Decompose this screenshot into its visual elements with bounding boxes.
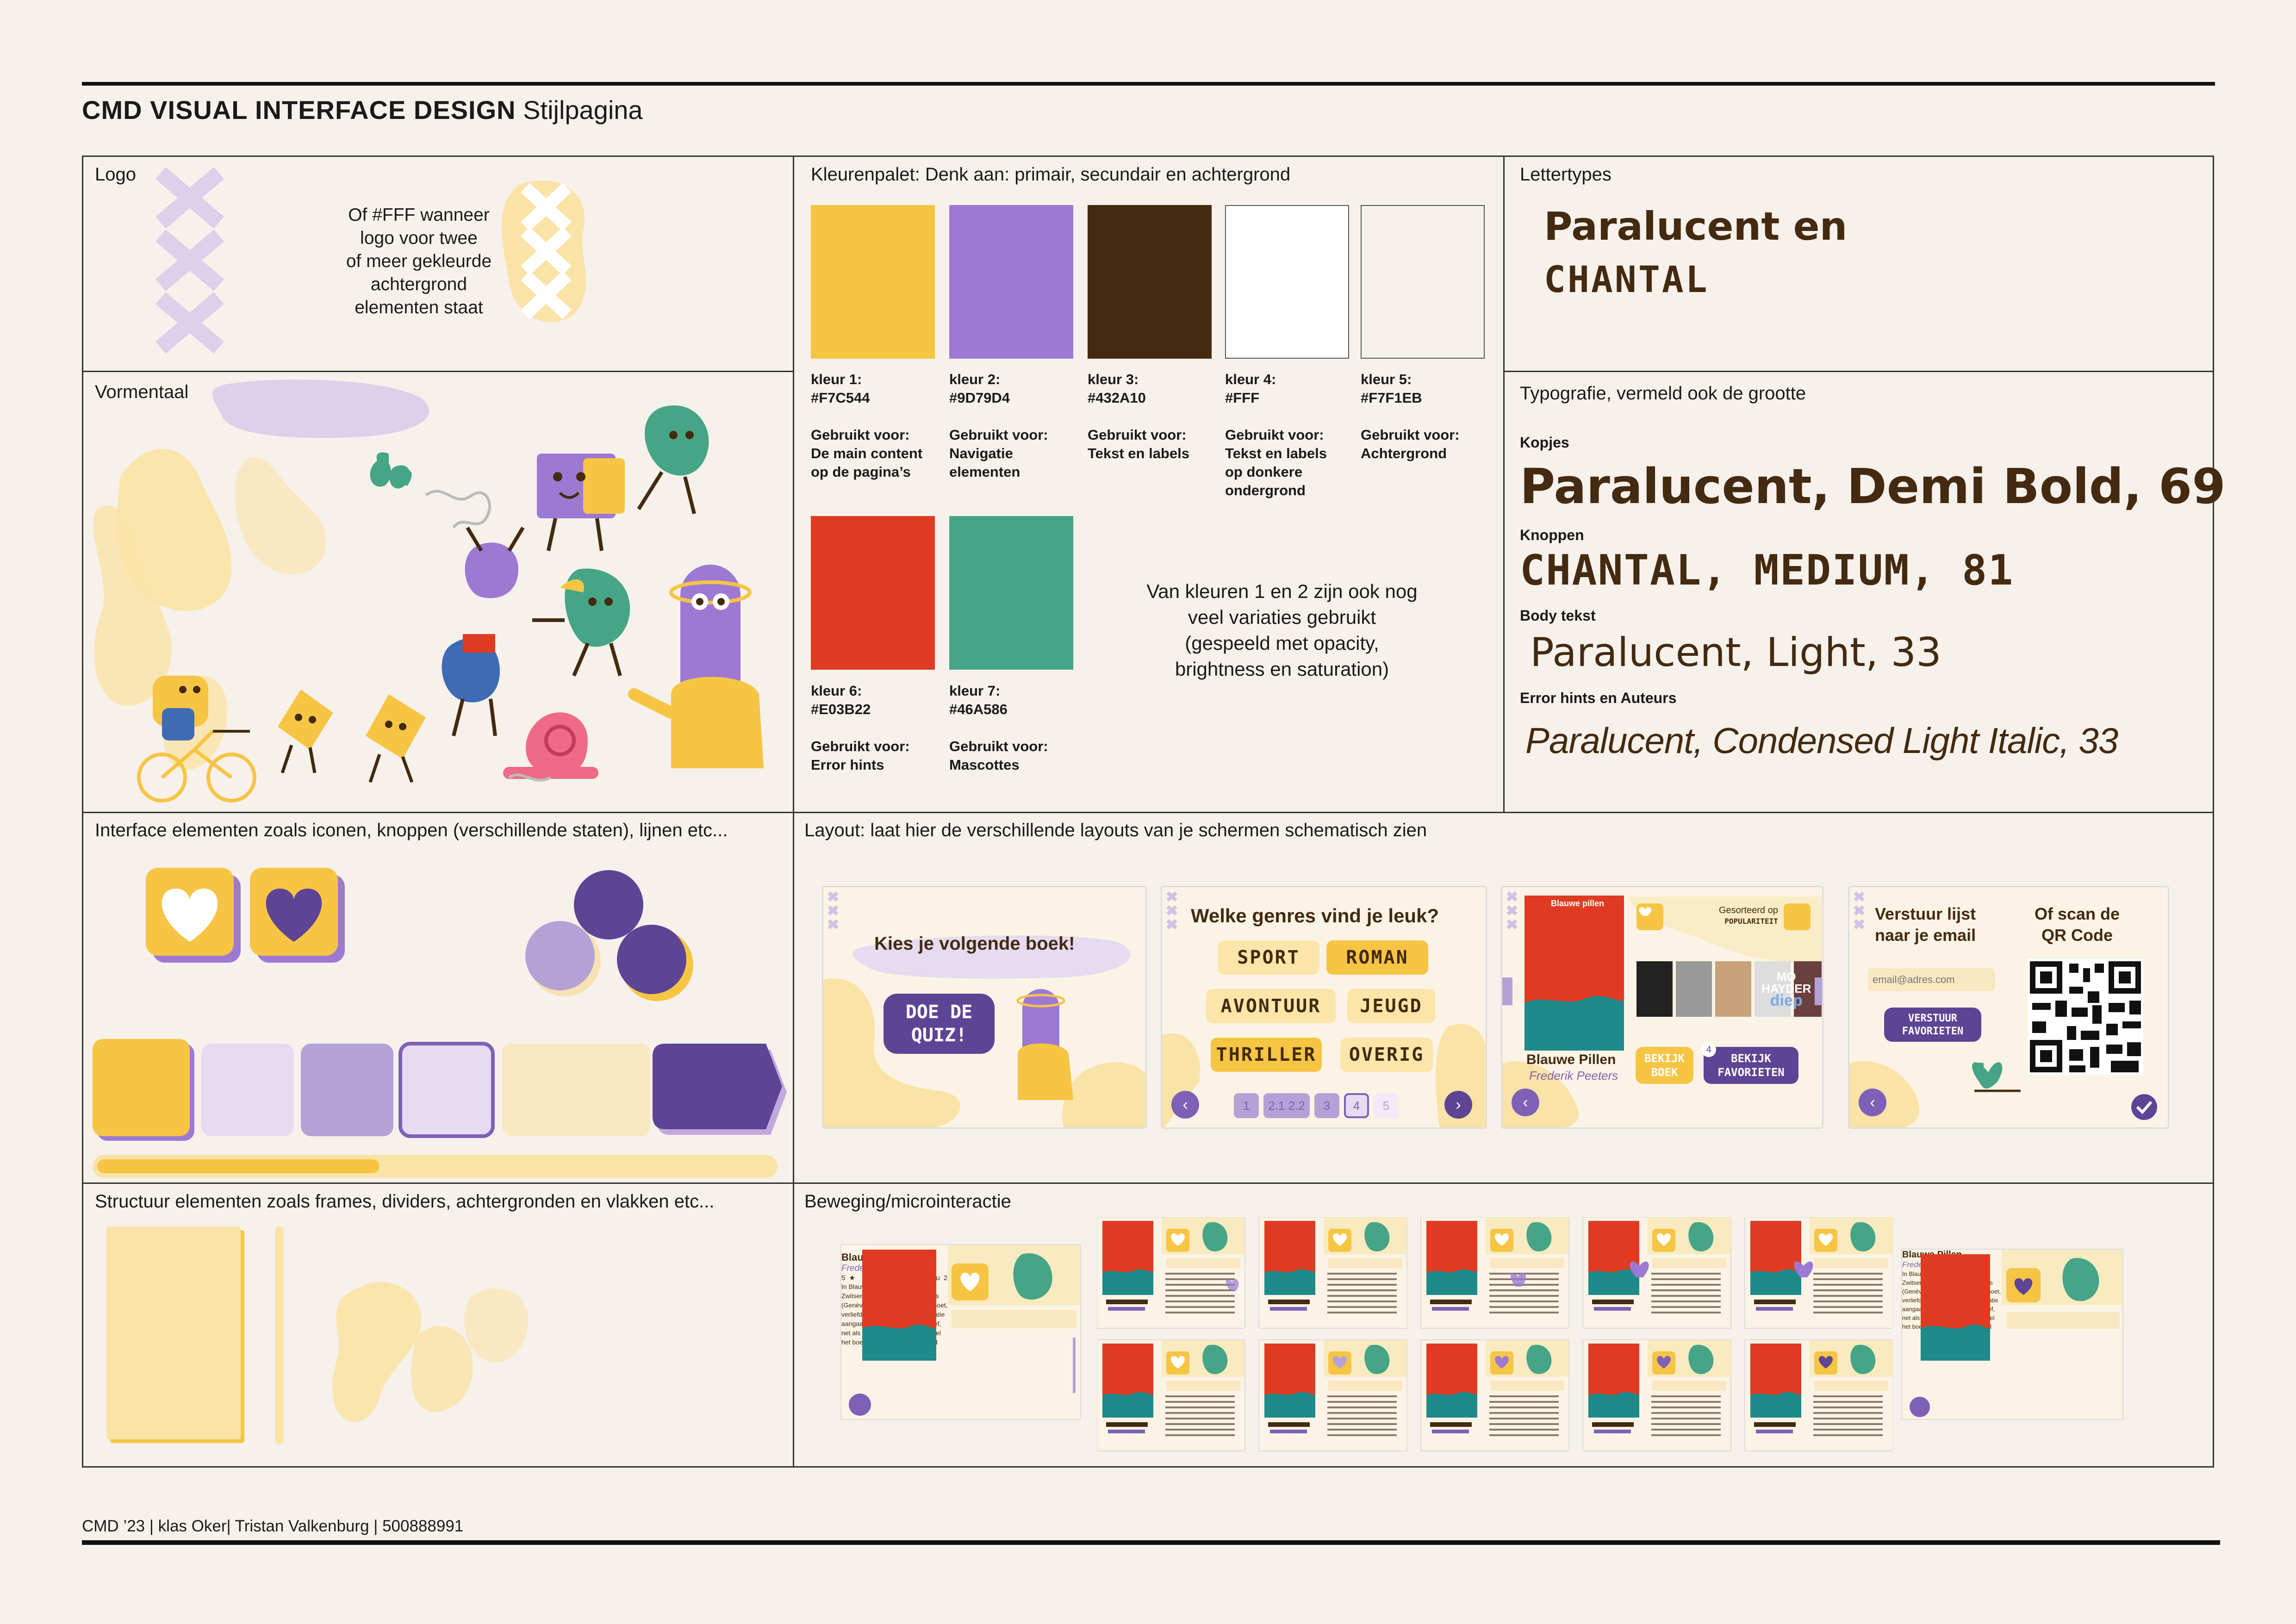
page-title: CMD VISUAL INTERFACE DESIGN Stijlpagina (82, 95, 643, 124)
divider (83, 1182, 2214, 1184)
motion-frame-sequence (1097, 1217, 1893, 1451)
divider (83, 812, 2214, 813)
email-input[interactable] (1868, 968, 1995, 991)
progress-steps: 1 2.1 2.2 3 4 5 (1234, 1093, 1419, 1118)
typo-body-sample: Paralucent, Light, 33 (1530, 629, 1941, 676)
view-book-button[interactable]: BEKIJK BOEK (1636, 1047, 1693, 1084)
genre-chip-jeugd[interactable]: JEUGD (1347, 989, 1435, 1023)
prev-icon[interactable]: ‹ (1171, 1091, 1199, 1119)
step-3[interactable]: 3 (1314, 1093, 1339, 1118)
step-1[interactable]: 1 (1234, 1093, 1259, 1118)
logo-xxx-icon (156, 167, 224, 354)
motion-frame-end: Blauwe Pillen Frederik Peeters In Blauwe… (1901, 1249, 2123, 1420)
motion-label: Beweging/microinteractie (804, 1191, 1011, 1212)
fonts-line-2: CHANTAL (1544, 259, 1709, 301)
layout-label: Layout: laat hier de verschillende layou… (804, 820, 1427, 840)
layout-screen-results: Blauwe pillen Gesorteerd op POPULARITEIT … (1501, 886, 1823, 1129)
genre-chip-avontuur[interactable]: AVONTUUR (1206, 989, 1336, 1023)
qr-title: Of scan de QR Code (2035, 904, 2120, 945)
genre-chip-thriller[interactable]: THRILLER (1211, 1038, 1322, 1072)
typo-buttons-sample: CHANTAL, MEDIUM, 81 (1520, 546, 2014, 595)
logo-white-variant-icon (501, 180, 586, 322)
logo-note: Of #FFF wanneer logo voor twee of meer gek… (346, 205, 492, 317)
swatch-kleur-6 (811, 516, 935, 670)
email-title: Verstuur lijst naar je email (1875, 904, 1976, 945)
typo-buttons-label: Knoppen (1520, 527, 1584, 543)
typo-headings-label: Kopjes (1520, 434, 1569, 451)
screen-home-background (823, 891, 1145, 1127)
heart-button-white-icon (146, 868, 241, 963)
sort-label[interactable]: Gesorteerd op POPULARITEIT (1719, 905, 1778, 926)
top-rule (82, 82, 2215, 86)
results-book-title: Blauwe Pillen (1526, 1052, 1616, 1067)
mini-cover-text: MO HAYDER diep (1761, 970, 1811, 1009)
typography-label: Typografie, vermeld ook de grootte (1520, 383, 1806, 404)
motion-frame-end-art (1910, 1250, 2122, 1417)
screen-genres-title: Welke genres vind je leuk? (1191, 905, 1439, 927)
heart-button-purple-icon (250, 868, 345, 963)
style-grid (82, 156, 2214, 1468)
swatch-kleur-5 (1361, 205, 1485, 359)
swatch-kleur-1-text: kleur 1: #F7C544 Gebruikt voor: De main co… (811, 371, 923, 480)
send-favorites-button[interactable]: VERSTUUR FAVORIETEN (1884, 1008, 1981, 1042)
quiz-button[interactable]: DOE DE QUIZ! (884, 994, 995, 1054)
genre-chip-roman[interactable]: ROMAN (1326, 940, 1428, 975)
swatch-kleur-2-text: kleur 2: #9D79D4 Gebruikt voor: Navigatie e… (949, 371, 1048, 480)
palette-label: Kleurenpalet: Denk aan: primair, secunda… (811, 164, 1291, 185)
swatch-kleur-7 (949, 516, 1073, 670)
butterfly-icon (370, 452, 412, 489)
step-2[interactable]: 2.1 2.2 (1263, 1093, 1310, 1118)
divider (1503, 371, 2214, 372)
swatch-kleur-4-text: kleur 4: #FFF Gebruikt voor: Tekst en labe… (1225, 371, 1327, 498)
favorites-count-badge: 4 (1701, 1042, 1716, 1057)
genre-chip-overig[interactable]: OVERIG (1340, 1038, 1433, 1072)
shapes-label: Vormentaal (95, 382, 189, 402)
typo-error-label: Error hints en Auteurs (1520, 690, 1677, 706)
swatch-kleur-3-text: kleur 3: #432A10 Gebruikt voor: Tekst en l… (1088, 371, 1189, 461)
results-book-author: Frederik Peeters (1529, 1069, 1618, 1083)
step-5[interactable]: 5 (1374, 1093, 1399, 1118)
footer-credits: CMD ’23 | klas Oker| Tristan Valkenburg … (82, 1517, 464, 1535)
swatch-kleur-7-text: kleur 7: #46A586 Gebruikt voor: Mascottes (949, 683, 1048, 773)
swatch-kleur-5-text: kleur 5: #F7F1EB Gebruikt voor: Achtergron… (1361, 371, 1460, 461)
layout-screen-home: Kies je volgende boek! DOE DE QUIZ! (822, 886, 1147, 1129)
interface-label: Interface elementen zoals iconen, knoppe… (95, 820, 728, 840)
typo-body-label: Body tekst (1520, 607, 1596, 624)
genre-chip-sport[interactable]: SPORT (1218, 940, 1319, 975)
step-4[interactable]: 4 (1344, 1093, 1369, 1118)
structure-label: Structuur elementen zoals frames, divide… (95, 1191, 715, 1212)
shapes-illustration (93, 380, 764, 803)
next-icon[interactable]: › (1444, 1091, 1472, 1119)
prev-icon[interactable]: ‹ (1512, 1089, 1539, 1116)
motion-frame-start: Blauwe pillen Blauwe Pillen Frederik Pee… (840, 1244, 1081, 1420)
screen-results-background (1502, 891, 1822, 1127)
heart-animation-icons (1171, 1233, 1833, 1369)
swatch-kleur-2 (949, 205, 1073, 359)
results-cover-title: Blauwe pillen (1551, 899, 1605, 908)
layout-screen-email: Verstuur lijst naar je email Of scan de QR… (1848, 886, 2169, 1129)
prev-icon[interactable]: ‹ (1859, 1089, 1886, 1116)
interface-elements (93, 868, 787, 1178)
swatch-kleur-4 (1225, 205, 1349, 359)
fonts-line-1: Paralucent en (1544, 204, 1848, 249)
view-favorites-button[interactable]: BEKIJK FAVORIETEN (1704, 1047, 1798, 1084)
logo-label: Logo (95, 164, 136, 185)
fonts-label: Lettertypes (1520, 164, 1612, 185)
screen-home-title: Kies je volgende boek! (874, 933, 1075, 954)
divider (1503, 157, 1505, 813)
swatch-kleur-1 (811, 205, 935, 359)
divider (83, 371, 793, 372)
motion-frame-start-art (849, 1245, 1080, 1416)
layout-screen-genres: Welke genres vind je leuk? SPORT ROMAN A… (1161, 886, 1487, 1129)
typo-error-sample: Paralucent, Condensed Light Italic, 33 (1525, 720, 2118, 761)
bottom-rule (82, 1540, 2220, 1545)
typo-headings-sample: Paralucent, Demi Bold, 69 (1520, 458, 2226, 515)
palette-variation-note: Van kleuren 1 en 2 zijn ook nog veel vari… (1146, 580, 1418, 680)
swatch-kleur-6-text: kleur 6: #E03B22 Gebruikt voor: Error hint… (811, 683, 910, 773)
structure-elements (106, 1226, 529, 1444)
swatch-kleur-3 (1088, 205, 1212, 359)
